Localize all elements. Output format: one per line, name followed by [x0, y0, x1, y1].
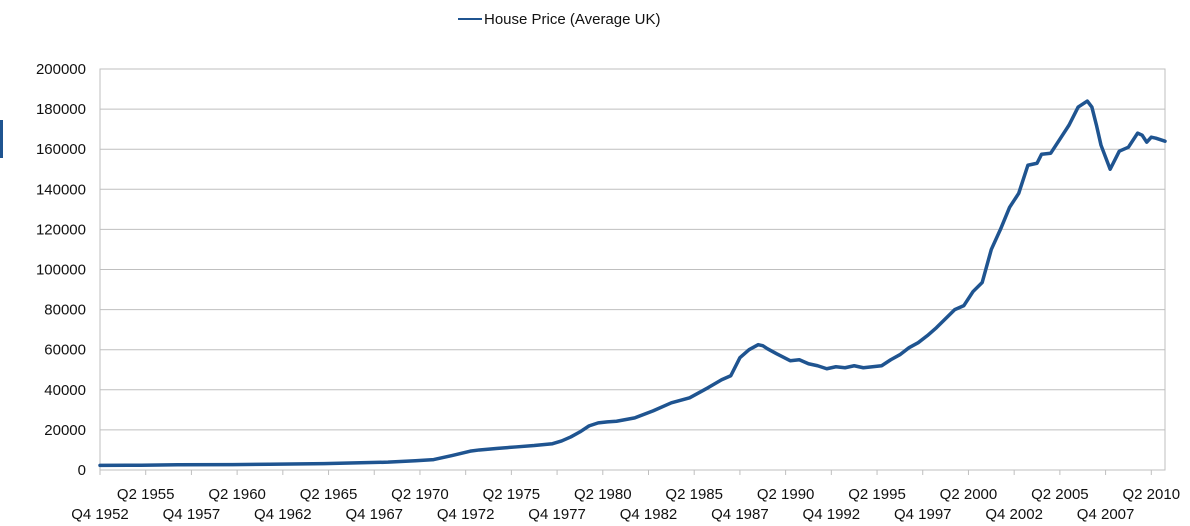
x-tick-label: Q2 1980 — [574, 486, 632, 503]
x-tick-label: Q4 1972 — [437, 506, 495, 523]
x-tick-label: Q2 1955 — [117, 486, 175, 503]
x-tick-label: Q4 1952 — [71, 506, 129, 523]
y-tick-label: 20000 — [44, 422, 86, 439]
legend: House Price (Average UK) — [458, 11, 660, 28]
x-tick-label: Q4 1967 — [345, 506, 403, 523]
y-tick-label: 0 — [78, 462, 86, 479]
series-line-house-price — [98, 99, 1167, 468]
y-tick-label: 100000 — [36, 262, 86, 279]
y-tick-label: 180000 — [36, 101, 86, 118]
series-group — [98, 99, 1167, 468]
y-tick-label: 140000 — [36, 181, 86, 198]
y-axis-tick-labels: 0 20000 40000 60000 80000 100000 120000 140000 1… — [36, 61, 86, 479]
x-tick-label: Q2 1970 — [391, 486, 449, 503]
x-tick-label: Q2 1995 — [848, 486, 906, 503]
y-tick-label: 120000 — [36, 221, 86, 238]
y-tick-label: 40000 — [44, 382, 86, 399]
x-tick-label: Q2 1960 — [208, 486, 266, 503]
x-axis-tick-labels: Q4 1952 Q2 1955 Q4 1957 Q2 1960 Q4 1962 Q2 19… — [71, 486, 1180, 523]
left-edge-marker — [0, 120, 3, 158]
x-tick-label: Q4 2007 — [1077, 506, 1135, 523]
x-tick-label: Q2 1990 — [757, 486, 815, 503]
x-tick-label: Q2 1975 — [483, 486, 541, 503]
y-tick-label: 160000 — [36, 141, 86, 158]
x-tick-label: Q4 1997 — [894, 506, 952, 523]
x-tick-label: Q4 1957 — [163, 506, 221, 523]
x-tick-label: Q2 1985 — [665, 486, 723, 503]
x-tick-label: Q2 2010 — [1123, 486, 1181, 503]
x-tick-label: Q2 1965 — [300, 486, 358, 503]
x-tick-label: Q4 1982 — [620, 506, 678, 523]
plot-area — [99, 68, 1166, 471]
x-tick-label: Q2 2000 — [940, 486, 998, 503]
x-tick-label: Q4 1992 — [803, 506, 861, 523]
x-tick-label: Q4 1987 — [711, 506, 769, 523]
y-tick-label: 80000 — [44, 302, 86, 319]
y-tick-label: 60000 — [44, 342, 86, 359]
x-tick-label: Q2 2005 — [1031, 486, 1089, 503]
y-tick-label: 200000 — [36, 61, 86, 78]
legend-label: House Price (Average UK) — [484, 11, 660, 28]
axes — [99, 68, 1166, 475]
x-tick-label: Q4 1962 — [254, 506, 312, 523]
x-tick-label: Q4 1977 — [528, 506, 586, 523]
x-tick-label: Q4 2002 — [985, 506, 1043, 523]
